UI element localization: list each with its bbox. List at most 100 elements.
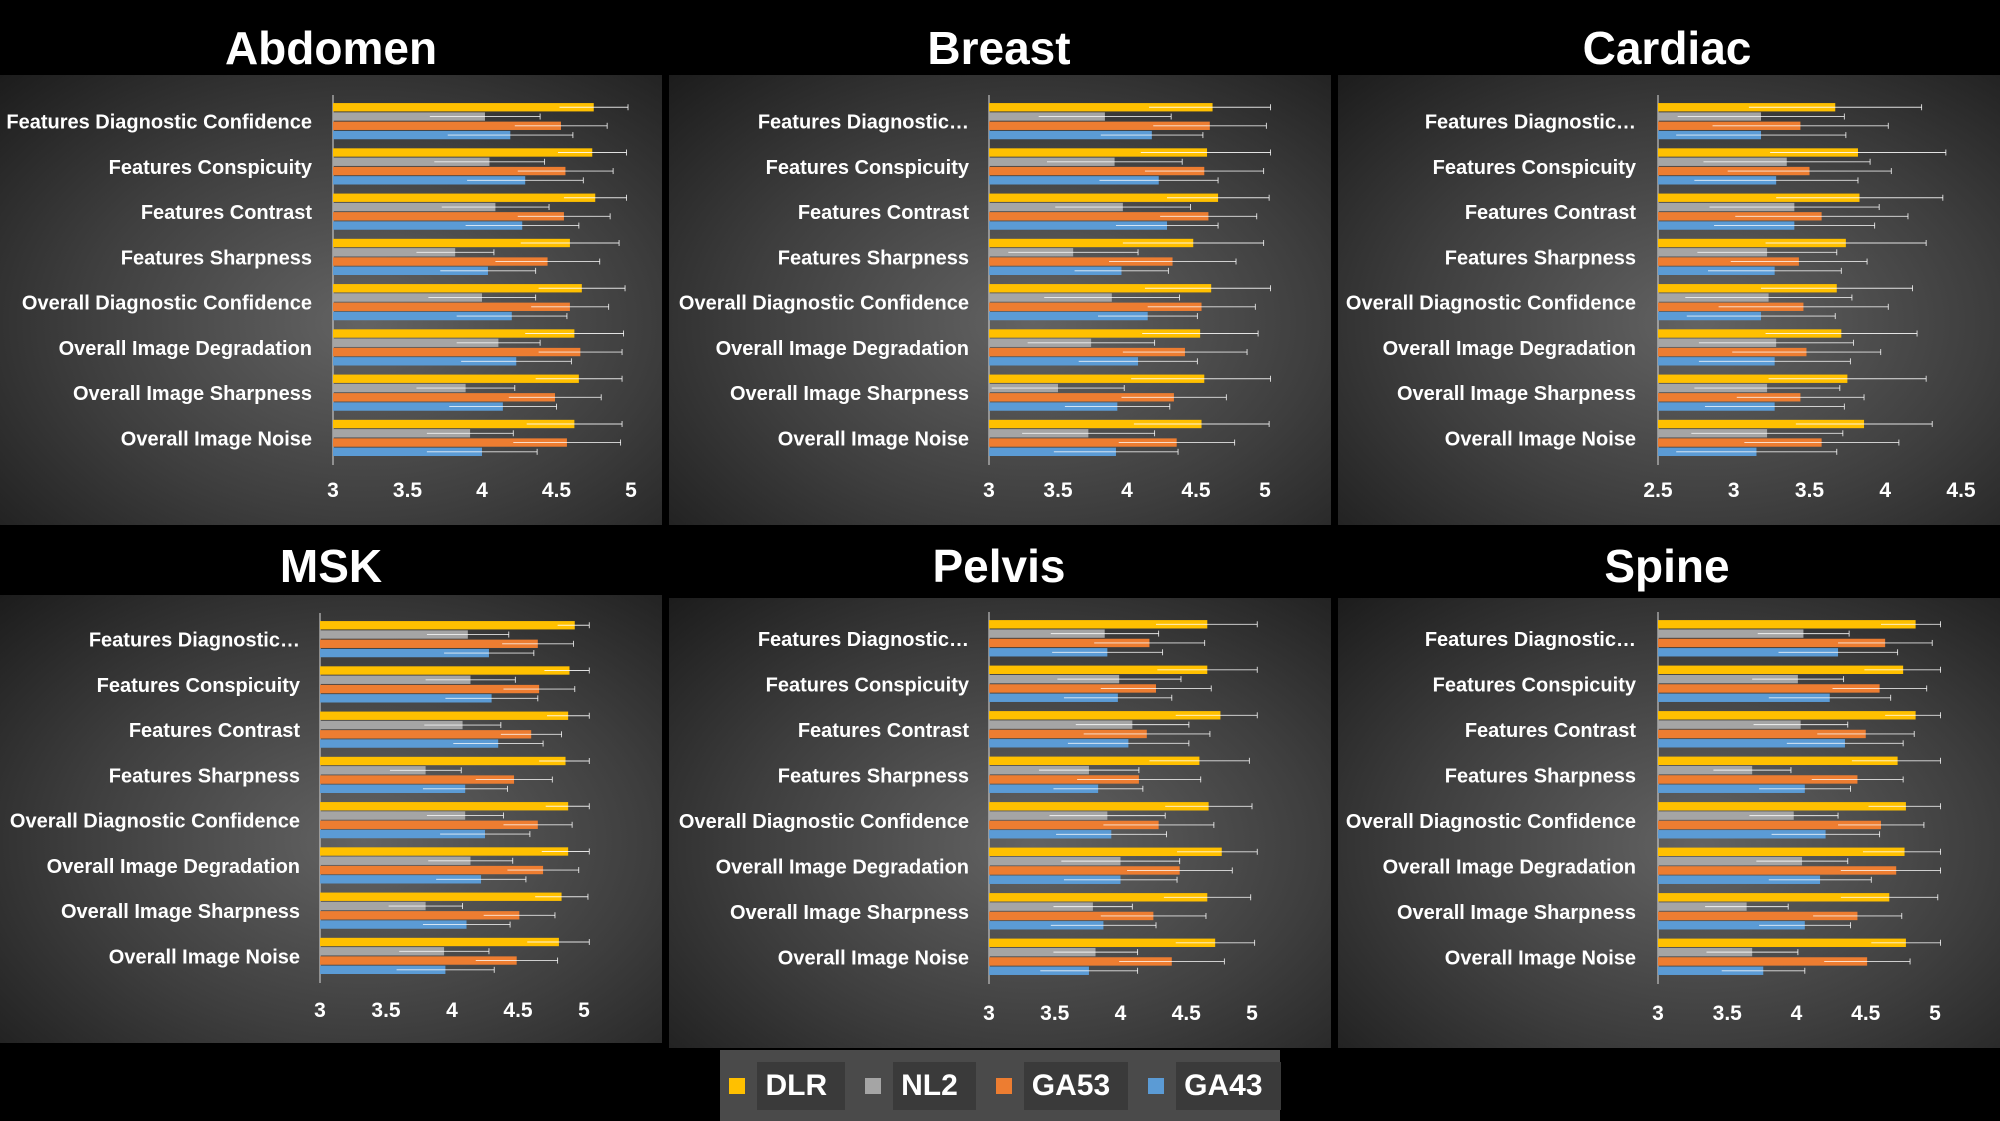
category-label-features-contrast: Features Contrast [1465, 720, 1636, 742]
bar-dlr-overall-image-degradation [989, 847, 1222, 856]
bar-nl2-features-contrast [1658, 720, 1801, 729]
bar-ga43-overall-diagnostic-confidence [320, 829, 485, 839]
x-tick-label: 3 [1728, 479, 1740, 502]
legend-label-nl2: NL2 [893, 1061, 976, 1110]
chart-title-spine: Spine [1604, 540, 1730, 592]
legend-item-ga43: GA43 [1138, 1061, 1281, 1110]
bar-dlr-features-sharpness [333, 238, 570, 248]
chart-svg-spine: 3 3.5 4 4.5 5 Features Diagnostic… Features Co… [1346, 612, 1941, 1025]
bar-ga53-overall-image-sharpness [320, 911, 520, 920]
category-label-features-diagnostic: Features Diagnostic… [758, 629, 969, 651]
bar-dlr-features-diagnostic [989, 103, 1213, 112]
bar-nl2-features-contrast [989, 720, 1133, 729]
x-tick-label: 4 [1791, 1002, 1803, 1025]
bar-nl2-features-conspicuity [320, 675, 471, 684]
category-label-features-contrast: Features Contrast [141, 202, 312, 224]
x-tick-label: 3.5 [1713, 1002, 1743, 1025]
x-tick-label: 3.5 [1043, 479, 1073, 502]
bar-ga53-overall-image-sharpness [989, 911, 1154, 921]
category-label-overall-image-degradation: Overall Image Degradation [59, 338, 312, 360]
bar-dlr-features-contrast [989, 193, 1219, 202]
bar-ga53-features-contrast [320, 730, 532, 739]
bar-ga53-features-sharpness [989, 775, 1139, 784]
x-tick-label: 3.5 [1795, 479, 1825, 502]
bar-ga53-overall-image-sharpness [333, 393, 556, 402]
category-label-features-sharpness: Features Sharpness [778, 247, 969, 269]
category-label-features-diagnostic: Features Diagnostic… [758, 112, 969, 134]
category-label-overall-image-sharpness: Overall Image Sharpness [730, 383, 969, 405]
legend-swatch-nl2 [865, 1077, 882, 1094]
bar-ga43-overall-image-sharpness [989, 402, 1118, 411]
bar-ga43-features-conspicuity [989, 693, 1118, 702]
bar-ga43-overall-diagnostic-confidence [1658, 830, 1826, 839]
bar-ga53-features-sharpness [1658, 775, 1858, 784]
category-label-features-conspicuity: Features Conspicuity [1433, 157, 1637, 179]
bar-ga53-overall-image-degradation [320, 865, 544, 875]
bar-nl2-overall-image-sharpness [333, 383, 466, 393]
bar-dlr-overall-diagnostic-confidence [1658, 284, 1837, 293]
bar-ga53-features-contrast [333, 212, 564, 221]
bar-ga43-features-contrast [989, 739, 1129, 748]
bar-dlr-overall-image-noise [1658, 419, 1865, 429]
category-label-features-diagnostic: Features Diagnostic… [1425, 112, 1636, 134]
chart-title-abdomen: Abdomen [224, 22, 438, 74]
x-tick-label: 5 [625, 479, 637, 502]
category-label-overall-image-noise: Overall Image Noise [778, 947, 969, 969]
bar-ga53-overall-diagnostic-confidence [989, 820, 1159, 830]
bar-nl2-overall-image-degradation [320, 856, 471, 865]
bar-ga53-features-sharpness [1658, 257, 1799, 266]
bar-ga53-features-conspicuity [989, 166, 1205, 176]
bar-dlr-overall-image-sharpness [989, 893, 1208, 902]
bar-nl2-features-sharpness [1658, 765, 1753, 775]
bar-dlr-features-contrast [1658, 711, 1916, 720]
bar-ga53-features-contrast [1658, 729, 1866, 739]
bar-ga43-overall-image-noise [333, 447, 482, 456]
legend-label-dlr: DLR [757, 1061, 846, 1110]
x-tick-label: 4 [476, 479, 488, 502]
bar-dlr-overall-image-sharpness [333, 374, 579, 383]
chart-svg-cardiac: 2.5 3 3.5 4 4.5 Features Diagnostic… Features … [1346, 95, 1976, 502]
x-tick-label: 4.5 [542, 479, 572, 502]
bar-ga53-overall-image-noise [989, 957, 1172, 966]
bar-dlr-features-sharpness [1658, 756, 1898, 765]
bar-dlr-overall-image-degradation [1658, 329, 1842, 338]
bar-dlr-features-sharpness [1658, 238, 1846, 248]
bar-ga53-features-sharpness [320, 775, 515, 784]
bar-nl2-overall-image-degradation [989, 856, 1121, 866]
bar-nl2-features-diagnostic-confidence [333, 112, 485, 121]
bar-ga53-overall-diagnostic-confidence [333, 302, 570, 311]
bar-ga43-overall-image-sharpness [320, 920, 467, 929]
bar-ga43-features-contrast [989, 221, 1168, 230]
bar-nl2-features-contrast [320, 720, 463, 730]
x-tick-label: 4 [446, 999, 458, 1022]
x-tick-label: 3 [1652, 1002, 1664, 1025]
category-label-overall-image-noise: Overall Image Noise [778, 428, 969, 450]
bar-ga43-features-diagnostic [1658, 648, 1839, 657]
bar-ga53-features-contrast [989, 729, 1147, 739]
bar-ga43-overall-image-noise [989, 447, 1116, 456]
bar-ga53-features-sharpness [989, 257, 1173, 266]
bar-dlr-features-contrast [320, 711, 569, 720]
x-tick-label: 4 [1879, 479, 1891, 502]
bar-dlr-features-contrast [333, 193, 596, 202]
bar-ga43-features-conspicuity [989, 176, 1159, 185]
bar-dlr-features-conspicuity [320, 666, 570, 675]
category-label-features-conspicuity: Features Conspicuity [97, 675, 301, 697]
bar-dlr-overall-image-sharpness [989, 374, 1205, 383]
bar-ga43-features-contrast [1658, 739, 1845, 748]
bar-ga43-overall-image-noise [320, 965, 446, 974]
bar-dlr-overall-diagnostic-confidence [989, 284, 1212, 293]
bar-ga43-overall-image-sharpness [1658, 921, 1805, 930]
bar-ga43-overall-diagnostic-confidence [333, 311, 512, 321]
bar-nl2-overall-image-noise [989, 947, 1096, 957]
bar-nl2-overall-image-sharpness [320, 901, 426, 911]
bar-ga43-features-sharpness [320, 784, 466, 793]
bar-ga53-features-diagnostic [989, 121, 1210, 130]
bar-nl2-overall-image-noise [333, 429, 471, 438]
bar-ga53-features-contrast [989, 212, 1209, 221]
bar-ga53-overall-image-degradation [989, 347, 1185, 357]
chart-panel-msk: 3 3.5 4 4.5 5 Features Diagnostic… Features Co… [0, 595, 662, 1043]
bar-ga43-features-diagnostic-confidence [333, 130, 511, 140]
bar-ga53-overall-image-noise [1658, 957, 1868, 966]
bar-ga43-overall-image-degradation [333, 357, 517, 366]
